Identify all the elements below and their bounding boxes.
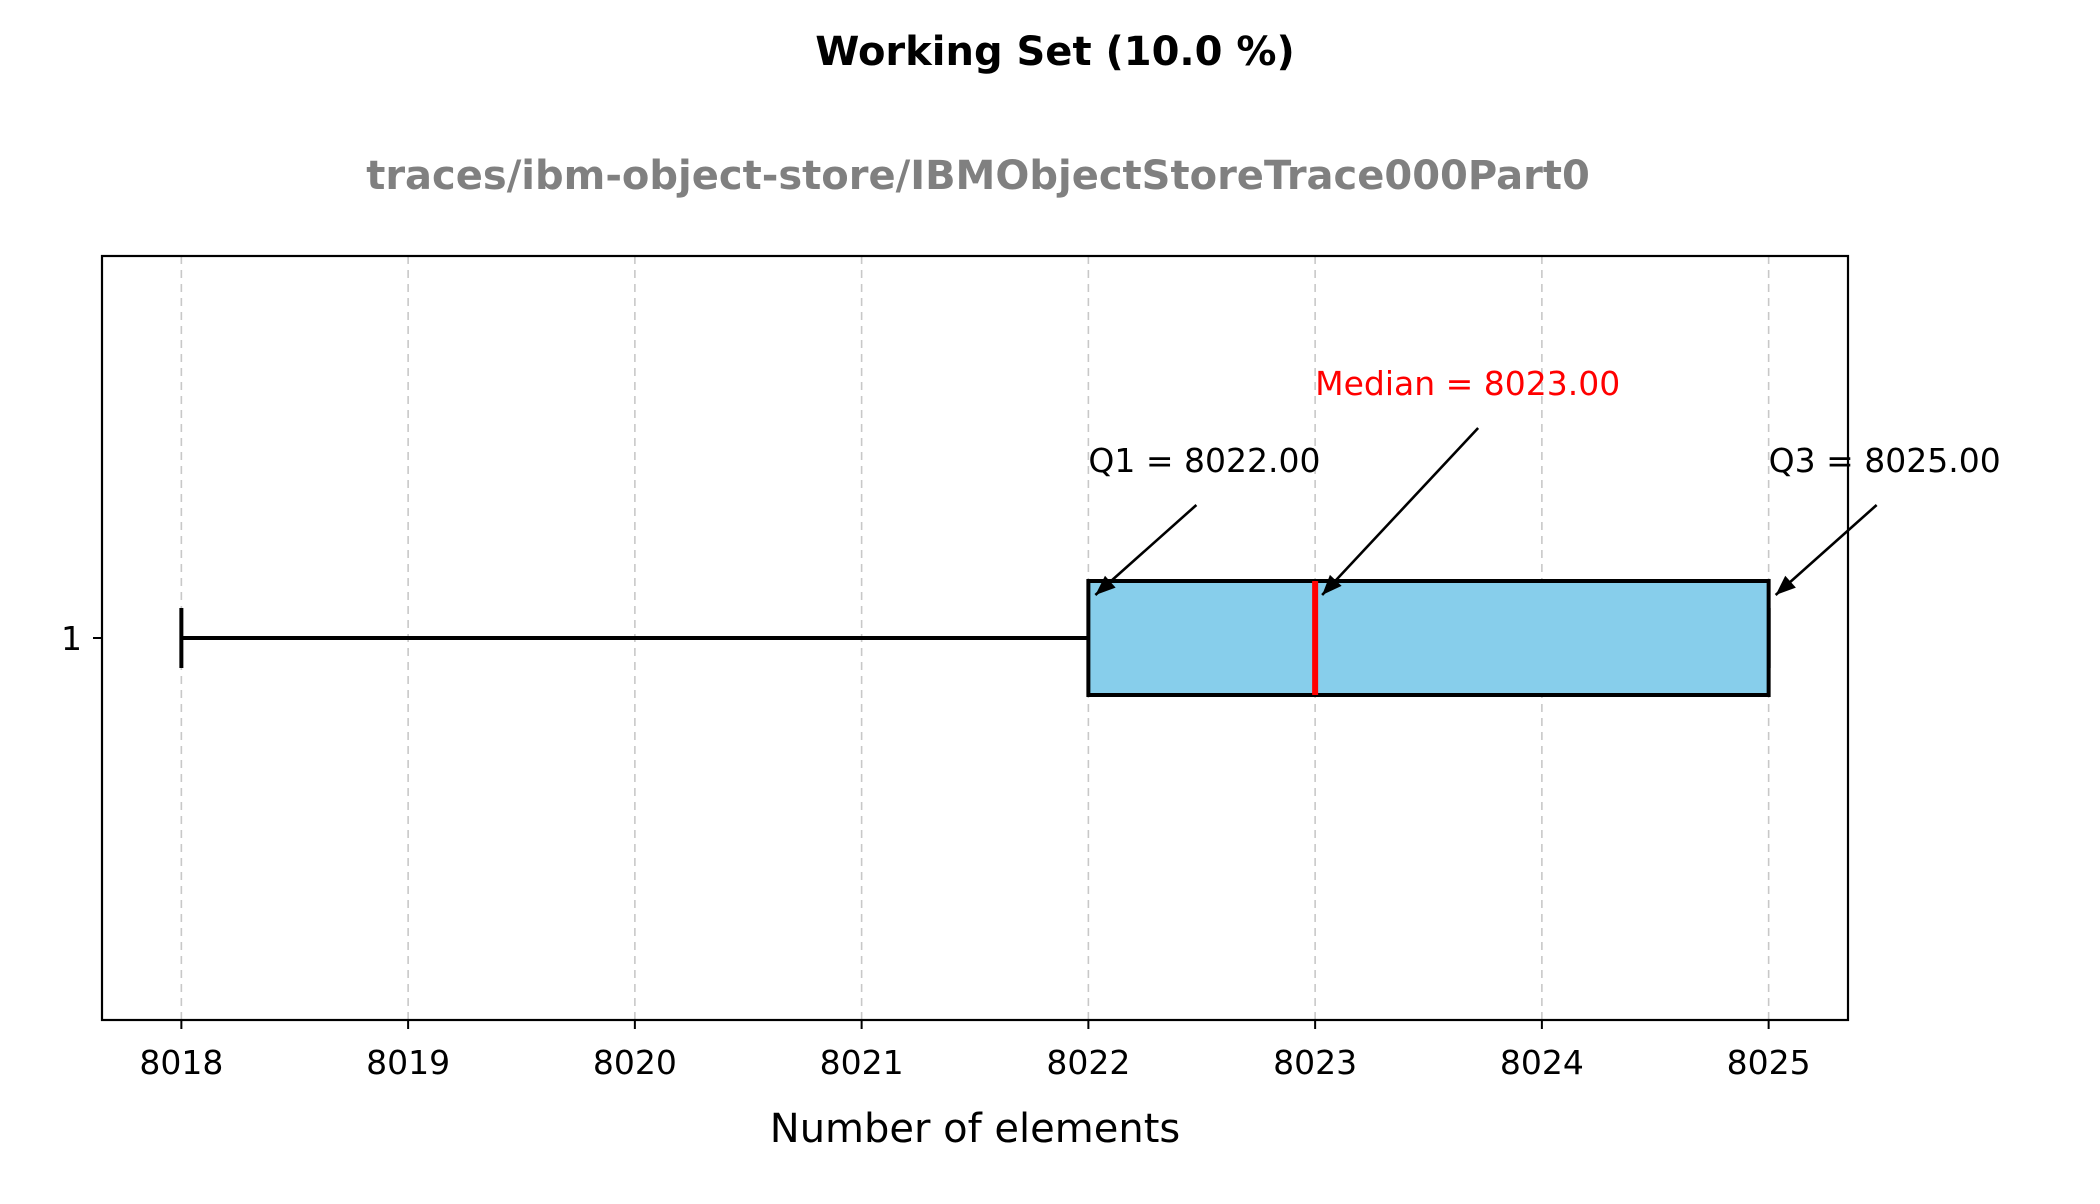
y-tick-label: 1 <box>61 619 82 658</box>
x-tick-label: 8019 <box>366 1043 450 1082</box>
median-arrow-line <box>1321 427 1480 596</box>
x-tick-label: 8024 <box>1500 1043 1584 1082</box>
chart-title: Working Set (10.0 %) <box>815 29 1295 75</box>
box-layer <box>179 579 1771 697</box>
q3-arrow-head <box>1775 575 1796 595</box>
x-axis-label: Number of elements <box>770 1106 1180 1152</box>
median-annotation: Median = 8023.00 <box>1315 364 1620 403</box>
q3-annotation: Q3 = 8025.00 <box>1769 441 2001 480</box>
x-tick-label: 8021 <box>820 1043 904 1082</box>
x-tick-label: 8023 <box>1273 1043 1357 1082</box>
q1-annotation: Q1 = 8022.00 <box>1088 441 1320 480</box>
q3-arrow-line <box>1774 504 1878 596</box>
x-tick-label: 8018 <box>139 1043 223 1082</box>
x-tick-label: 8025 <box>1727 1043 1811 1082</box>
annotation-layer: Q1 = 8022.00 Median = 8023.00 Q3 = 8025.00 <box>1088 364 2001 596</box>
x-tick-label: 8022 <box>1046 1043 1130 1082</box>
median-arrow-head <box>1322 574 1342 595</box>
chart-subtitle: traces/ibm-object-store/IBMObjectStoreTr… <box>366 153 1590 199</box>
q1-arrow-line <box>1094 504 1198 596</box>
x-tick-label: 8020 <box>593 1043 677 1082</box>
iqr-box <box>1086 579 1771 697</box>
y-axis: 1 <box>61 619 102 658</box>
q1-arrow-head <box>1095 575 1116 595</box>
x-axis: 8018 8019 8020 8021 8022 8023 8024 8025 <box>139 1020 1811 1082</box>
